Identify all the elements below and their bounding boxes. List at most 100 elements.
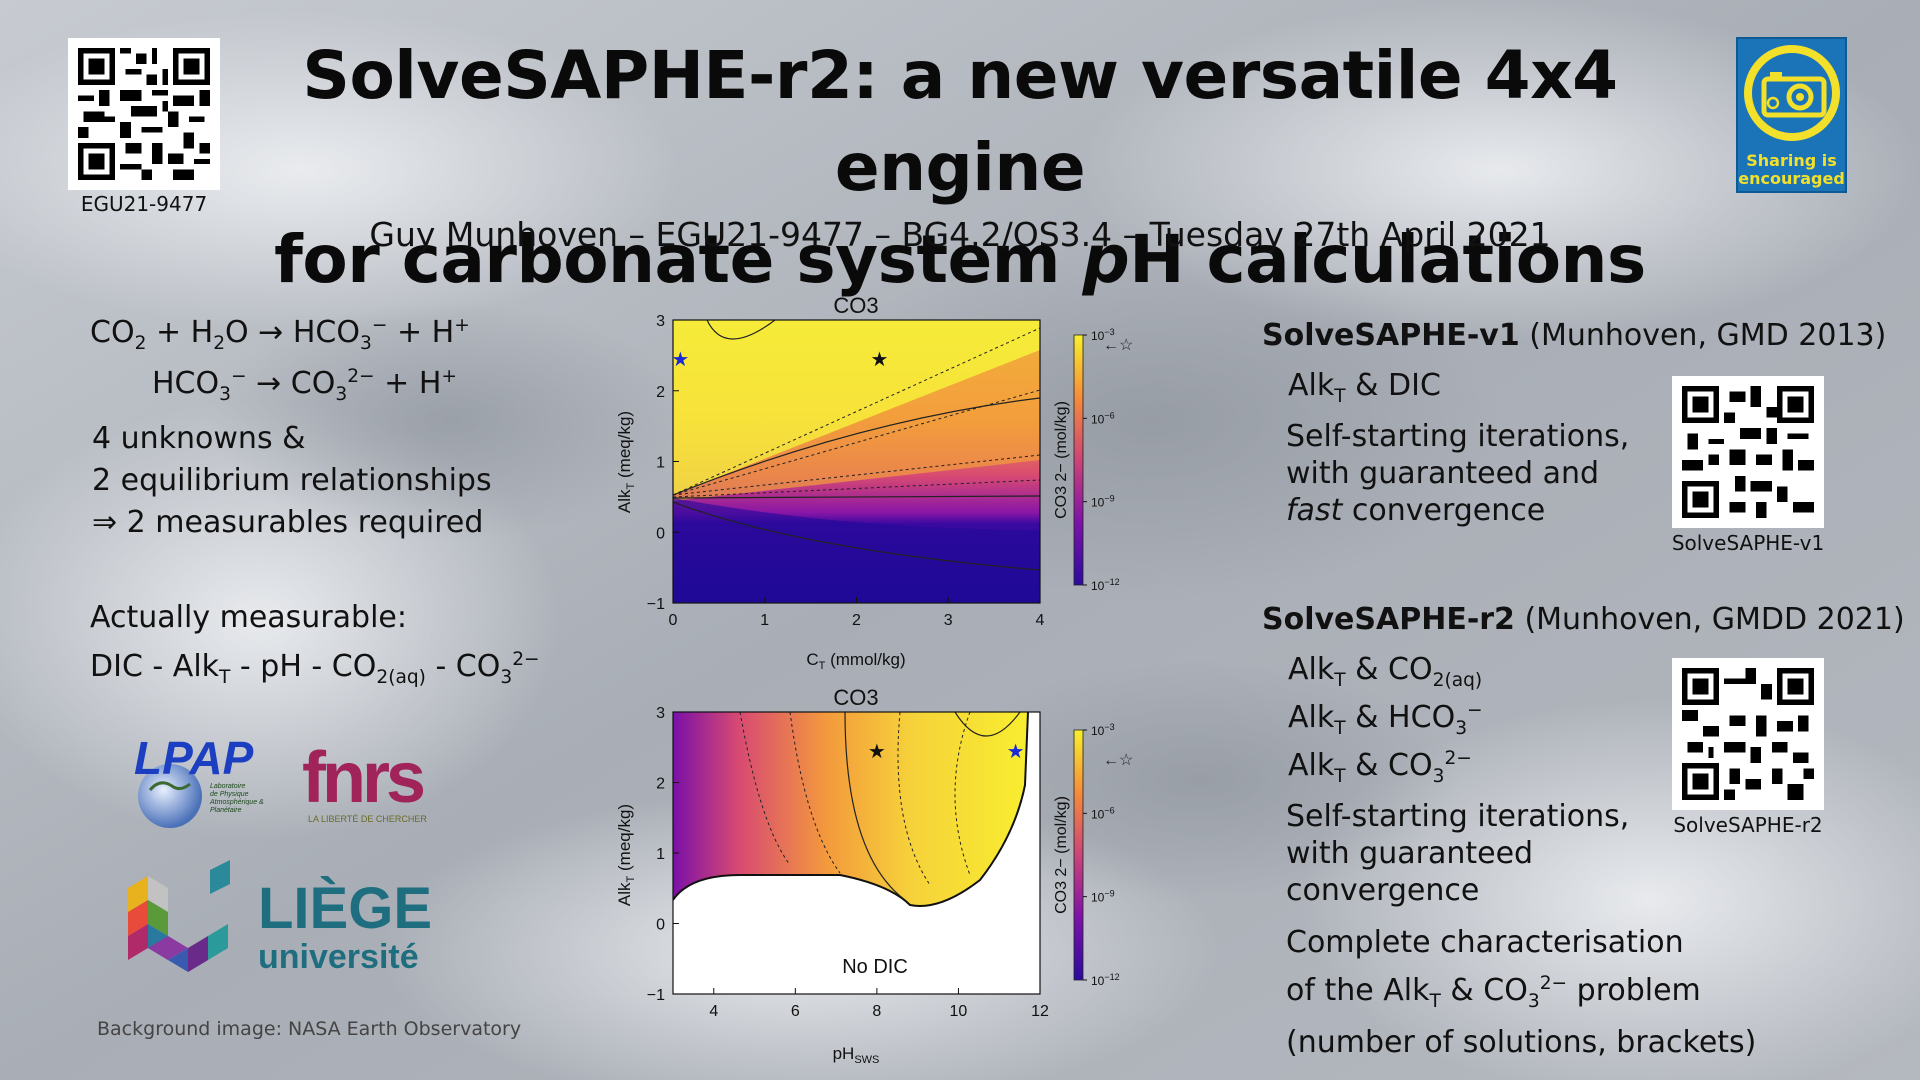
chart-1-xlabel: CT (mmol/kg)	[806, 650, 905, 672]
contour-1b	[673, 327, 1040, 496]
x-tick-label: 2	[852, 612, 861, 629]
x-tick-label: 0	[669, 612, 678, 629]
svg-text:Laboratoire: Laboratoire	[210, 783, 246, 790]
x-tick-label: 8	[872, 1003, 881, 1020]
y-tick-label: 1	[656, 846, 665, 863]
x-tick-label: 3	[944, 612, 953, 629]
no-dic-label: No DIC	[842, 956, 908, 978]
contour-1h	[673, 501, 1040, 571]
colorbar-1-label: CO3 2− (mol/kg)	[1053, 401, 1070, 519]
blue-star-marker: ★	[1007, 741, 1025, 763]
contour-1f	[673, 479, 1040, 498]
colorbar-1-arrow-star: ←☆	[1103, 337, 1133, 354]
v1-item: AlkT & DIC	[1288, 368, 1441, 407]
title-line-1: SolveSAPHE-r2: a new versatile 4x4 engin…	[302, 37, 1618, 206]
y-tick-label: 1	[656, 455, 665, 472]
svg-text:de Physique: de Physique	[210, 791, 249, 798]
page-title: SolveSAPHE-r2: a new versatile 4x4 engin…	[240, 30, 1680, 306]
svg-text:LIÈGE: LIÈGE	[258, 876, 432, 941]
y-tick-label: −1	[647, 596, 665, 613]
contour-2e	[954, 712, 971, 876]
fnrs-logo: fnrs LA LIBERTÉ DE CHERCHER	[300, 732, 450, 832]
r2-item-co3: AlkT & CO32−	[1288, 748, 1472, 787]
contour-1d	[673, 397, 1040, 496]
chart-1-ylabel: AlkT (meq/kg)	[615, 411, 637, 513]
r2-description: Self-starting iterations, with guarantee…	[1286, 799, 1630, 908]
contour-2a	[739, 712, 791, 866]
colorbar-tick-label: 10−6	[1091, 805, 1115, 821]
v1-description: Self-starting iterations, with guarantee…	[1286, 419, 1630, 528]
v1-heading: SolveSAPHE-v1 (Munhoven, GMD 2013)	[1262, 318, 1887, 353]
equation-1: CO2 + H2O → HCO3− + H+	[90, 315, 470, 354]
unknowns-text: 4 unknowns & 2 equilibrium relationships…	[92, 421, 492, 540]
colorbar-tick-label: 10−12	[1091, 972, 1120, 988]
colorbar-2-arrow-star: ←☆	[1103, 752, 1133, 769]
equation-2: HCO3− → CO32− + H+	[152, 366, 457, 405]
heatmap-1-yellow-wedge	[673, 320, 1040, 495]
qr-code-v1[interactable]	[1672, 376, 1824, 528]
svg-text:fnrs: fnrs	[302, 738, 424, 818]
x-tick-label: 4	[709, 1003, 718, 1020]
svg-text:LA LIBERTÉ DE CHERCHER: LA LIBERTÉ DE CHERCHER	[308, 814, 427, 824]
y-tick-label: 2	[656, 384, 665, 401]
sharing-encouraged-badge: Sharing is encouraged	[1736, 37, 1847, 193]
chart-co3-vs-ph: No DIC 4 6 8 10 12 −1 0 1 2 3 ★ ★ CO3 pHSWS AlkT …	[600, 675, 1160, 1080]
heatmap-1-dark-band	[673, 498, 1040, 603]
y-tick-label: 3	[656, 705, 665, 722]
camera-icon	[1761, 72, 1827, 118]
y-tick-label: 0	[656, 917, 665, 934]
colorbar-1	[1073, 334, 1084, 586]
colorbar-tick-label: 10−6	[1091, 410, 1115, 426]
no-dic-boundary	[673, 712, 1029, 907]
lpap-logo: LPAP Laboratoire de Physique Atmosphériq…	[128, 730, 288, 830]
svg-text:Atmosphérique &: Atmosphérique &	[209, 799, 264, 806]
x-tick-label: 12	[1031, 1003, 1049, 1020]
r2-item-co2aq: AlkT & CO2(aq)	[1288, 652, 1483, 691]
svg-text:université: université	[258, 938, 419, 976]
r2-item-hco3: AlkT & HCO3−	[1288, 700, 1483, 739]
colorbar-tick-label: 10−12	[1091, 577, 1120, 593]
r2-complete-characterisation: Complete characterisation of the AlkT & …	[1286, 925, 1757, 1060]
y-tick-label: −1	[647, 987, 665, 1004]
colorbar-tick-label: 10−3	[1091, 327, 1115, 343]
contour-2c	[844, 712, 906, 901]
x-tick-label: 1	[760, 612, 769, 629]
liege-university-logo: LIÈGE université	[128, 860, 448, 985]
qr-code-r2[interactable]	[1672, 658, 1824, 810]
heatmap-1-orange-wedge	[673, 350, 1040, 501]
chart-2-title: CO3	[833, 685, 878, 710]
subtitle: Guy Munhoven – EGU21-9477 – BG4.2/OS3.4 …	[369, 215, 1551, 254]
y-tick-label: 0	[656, 525, 665, 542]
r2-heading: SolveSAPHE-r2 (Munhoven, GMDD 2021)	[1262, 602, 1905, 637]
background-credit: Background image: NASA Earth Observatory	[97, 1018, 522, 1040]
colorbar-2-label: CO3 2− (mol/kg)	[1053, 796, 1070, 914]
contour-1g	[673, 495, 1040, 499]
x-tick-label: 10	[950, 1003, 968, 1020]
y-tick-label: 3	[656, 313, 665, 330]
contour-1e	[673, 454, 1040, 496]
no-dic-region	[673, 712, 1040, 994]
chart-2-xlabel: pHSWS	[833, 1044, 880, 1066]
contour-2b	[789, 712, 841, 874]
svg-text:LPAP: LPAP	[134, 732, 254, 784]
title-line-2: for carbonate system pH calculations	[274, 221, 1646, 298]
black-star-marker: ★	[870, 349, 888, 371]
x-tick-label: 6	[791, 1003, 800, 1020]
contour-2d	[897, 712, 931, 886]
colorbar-2	[1073, 729, 1084, 981]
svg-text:Planétaire: Planétaire	[210, 807, 242, 814]
chart-1-title: CO3	[833, 293, 878, 318]
qr-code-main[interactable]	[68, 38, 220, 190]
contour-2f	[954, 712, 1021, 737]
colorbar-tick-label: 10−3	[1091, 722, 1115, 738]
qr-code-v1-caption: SolveSAPHE-v1	[1671, 531, 1825, 555]
contour-1a	[706, 320, 776, 340]
qr-code-r2-caption: SolveSAPHE-r2	[1673, 813, 1823, 837]
qr-code-main-caption: EGU21-9477	[80, 192, 208, 216]
badge-text: Sharing is encouraged	[1738, 151, 1845, 188]
colorbar-tick-label: 10−9	[1091, 889, 1115, 905]
colorbar-tick-label: 10−9	[1091, 494, 1115, 510]
measurable-text: Actually measurable: DIC - AlkT - pH - C…	[90, 600, 540, 688]
blue-star-marker: ★	[671, 349, 689, 371]
